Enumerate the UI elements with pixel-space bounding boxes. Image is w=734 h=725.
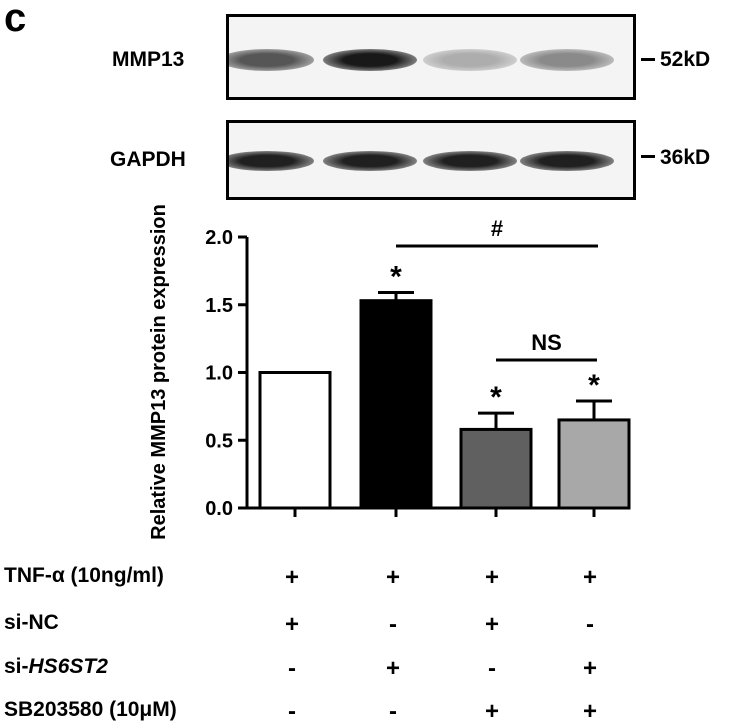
treatment-cell: - xyxy=(488,655,496,682)
treatment-cell: + xyxy=(582,655,597,682)
bar xyxy=(258,371,332,510)
blot-band xyxy=(423,49,517,71)
treatment-cell: + xyxy=(484,564,499,591)
significance-star: * xyxy=(588,369,600,402)
treatment-cell: + xyxy=(284,564,299,591)
bar xyxy=(459,427,533,510)
treatment-cell: + xyxy=(484,698,499,725)
blot-label-mmp13: MMP13 xyxy=(112,48,185,71)
panel-letter: c xyxy=(4,0,27,40)
treatment-cell: + xyxy=(284,611,299,638)
treatment-cell: - xyxy=(389,611,397,638)
treatment-label: si-HS6ST2 xyxy=(4,655,108,678)
bar xyxy=(359,299,433,510)
treatment-cell: + xyxy=(484,611,499,638)
y-tick-label: 2.0 xyxy=(205,227,233,249)
blot-band xyxy=(423,151,517,171)
blot-band xyxy=(520,49,614,71)
treatment-cell: - xyxy=(288,698,296,725)
treatment-label: SB203580 (10μM) xyxy=(4,698,177,721)
marker-label-36kd: 36kD xyxy=(660,146,711,169)
marker-tick-36kd xyxy=(641,155,655,158)
blot-band xyxy=(323,49,417,71)
treatment-cell: - xyxy=(288,655,296,682)
bar xyxy=(557,418,631,510)
bar-chart: Relative MMP13 protein expression 0.0 0.5… xyxy=(148,204,631,540)
significance-star: * xyxy=(390,261,402,294)
comparison-label: # xyxy=(491,216,503,241)
treatment-cell: + xyxy=(385,564,400,591)
bars: * * * xyxy=(258,261,631,510)
treatment-cell: - xyxy=(389,698,397,725)
treatment-cell: + xyxy=(582,564,597,591)
treatment-cell: - xyxy=(586,611,594,638)
blot-band xyxy=(323,151,417,171)
treatment-label: TNF-α (10ng/ml) xyxy=(4,564,164,587)
treatment-cell: + xyxy=(582,698,597,725)
y-tick-label: 0.0 xyxy=(205,498,233,520)
comparison-label: NS xyxy=(531,330,562,355)
y-tick-label: 0.5 xyxy=(205,430,233,452)
y-tick-label: 1.5 xyxy=(205,295,233,317)
treatment-cell: + xyxy=(385,655,400,682)
y-tick-label: 1.0 xyxy=(205,363,233,385)
annotations: # NS xyxy=(396,216,598,362)
blot-image-gapdh xyxy=(226,120,636,200)
blot-band xyxy=(229,151,314,171)
y-axis-label: Relative MMP13 protein expression xyxy=(148,204,170,540)
blot-band xyxy=(229,49,314,71)
significance-star: * xyxy=(490,381,502,414)
blot-image-mmp13 xyxy=(226,14,636,100)
blot-label-gapdh: GAPDH xyxy=(110,148,186,171)
marker-tick-52kd xyxy=(641,58,655,61)
blot-band xyxy=(520,151,614,171)
marker-label-52kd: 52kD xyxy=(660,48,711,71)
treatment-label: si-NC xyxy=(4,611,59,634)
